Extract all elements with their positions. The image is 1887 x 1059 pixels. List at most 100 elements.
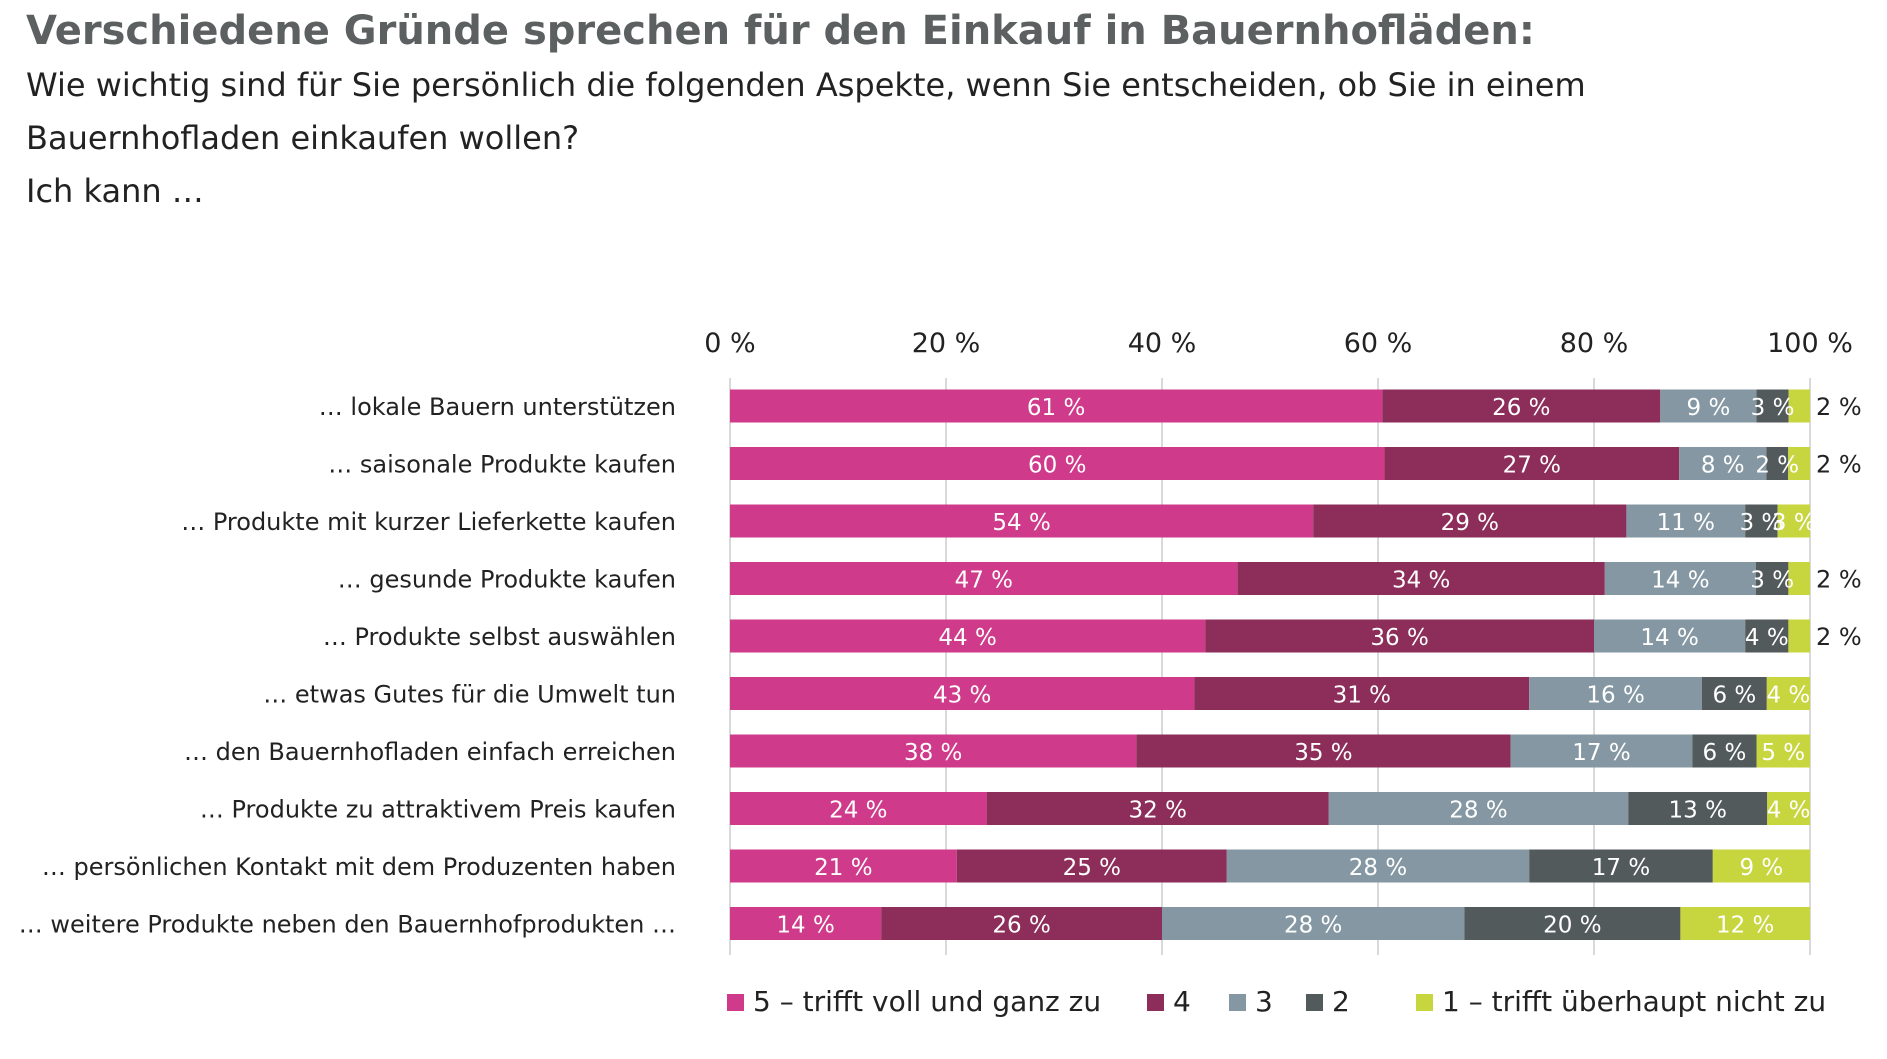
legend-label: 5 – trifft voll und ganz zu	[753, 985, 1101, 1018]
value-label: 6 %	[1712, 683, 1756, 709]
bar-segment	[1226, 849, 1530, 883]
value-label: 25 %	[1063, 855, 1121, 881]
bar-segment	[1680, 907, 1810, 940]
value-label: 14 %	[776, 913, 834, 939]
legend-label: 2	[1332, 985, 1350, 1018]
x-tick-label-40: 40 %	[1128, 328, 1197, 359]
value-label: 17 %	[1572, 740, 1630, 766]
bar-segment	[986, 792, 1329, 825]
bar-segment	[1384, 447, 1680, 480]
bar-segment	[1766, 447, 1789, 480]
chart-subtitle-line-2: Bauernhofladen einkaufen wollen?	[26, 119, 580, 157]
value-label: 2 %	[1755, 453, 1799, 479]
value-label: 2 %	[1816, 566, 1862, 594]
bar-segment	[1604, 562, 1756, 595]
value-label: 11 %	[1657, 510, 1715, 536]
value-label: 2 %	[1816, 393, 1862, 421]
value-label: 14 %	[1640, 625, 1698, 651]
bar-segment	[1788, 447, 1810, 480]
bar-segment	[1628, 792, 1768, 825]
chart-subtitle-line-1: Wie wichtig sind für Sie persönlich die …	[26, 66, 1586, 104]
value-label: 34 %	[1392, 568, 1450, 594]
value-label: 17 %	[1592, 855, 1650, 881]
value-label: 28 %	[1284, 913, 1342, 939]
bar-segment	[1529, 849, 1713, 883]
value-label: 47 %	[955, 568, 1013, 594]
category-label: … lokale Bauern unterstützen	[319, 393, 676, 421]
bar-segment	[1205, 619, 1594, 653]
value-label: 60 %	[1028, 453, 1086, 479]
bar-segment	[730, 504, 1314, 538]
value-label: 26 %	[1492, 395, 1550, 421]
value-label: 14 %	[1651, 568, 1709, 594]
bar-segment	[730, 907, 882, 940]
category-label: … etwas Gutes für die Umwelt tun	[263, 681, 676, 709]
value-label: 12 %	[1716, 913, 1774, 939]
category-label: … Produkte mit kurzer Lieferkette kaufen	[181, 508, 676, 536]
value-label: 20 %	[1543, 913, 1601, 939]
bar-segment	[1626, 504, 1746, 538]
legend-label: 3	[1255, 985, 1273, 1018]
bar-segment	[730, 734, 1137, 768]
value-label: 27 %	[1503, 453, 1561, 479]
value-label: 43 %	[933, 683, 991, 709]
legend-label: 4	[1173, 985, 1191, 1018]
category-label: … persönlichen Kontakt mit dem Produzent…	[42, 853, 676, 881]
bar-segment	[1692, 734, 1757, 768]
x-tick-label-80: 80 %	[1560, 328, 1629, 359]
bar-segment	[1756, 389, 1789, 423]
category-label: … Produkte zu attraktivem Preis kaufen	[200, 796, 676, 824]
value-label: 36 %	[1370, 625, 1428, 651]
value-label: 26 %	[992, 913, 1050, 939]
bar-segment	[1788, 619, 1810, 653]
value-label: 8 %	[1701, 453, 1745, 479]
x-tick-label-0: 0 %	[704, 328, 755, 359]
bar-segment	[1756, 562, 1789, 595]
value-label: 9 %	[1739, 855, 1783, 881]
value-label: 16 %	[1586, 683, 1644, 709]
category-label: … gesunde Produkte kaufen	[338, 566, 676, 594]
bar-segment	[730, 677, 1195, 710]
category-label: … weitere Produkte neben den Bauernhofpr…	[19, 911, 676, 939]
value-label: 29 %	[1441, 510, 1499, 536]
bar-segment	[730, 562, 1238, 595]
value-label: 28 %	[1349, 855, 1407, 881]
value-label: 24 %	[829, 798, 887, 824]
bar-segment	[1767, 792, 1810, 825]
x-tick-label-100: 100 %	[1767, 328, 1853, 359]
category-label: … den Bauernhofladen einfach erreichen	[184, 738, 676, 766]
value-label: 3 %	[1772, 510, 1816, 536]
bar-segment	[1510, 734, 1693, 768]
bar-segment	[1702, 677, 1767, 710]
value-label: 54 %	[992, 510, 1050, 536]
legend-swatch	[1147, 994, 1164, 1011]
bar-segment	[1745, 619, 1789, 653]
value-label: 38 %	[904, 740, 962, 766]
bar-segment	[730, 792, 987, 825]
bar-segment	[1162, 907, 1465, 940]
value-label: 44 %	[938, 625, 996, 651]
bar-segment	[1464, 907, 1681, 940]
value-label: 5 %	[1761, 740, 1805, 766]
value-label: 32 %	[1129, 798, 1187, 824]
bar-segment	[1766, 677, 1810, 710]
bar-segment	[956, 849, 1227, 883]
value-label: 3 %	[1751, 395, 1795, 421]
bar-segment	[1788, 562, 1810, 595]
bar-segment	[1194, 677, 1530, 710]
value-label: 21 %	[814, 855, 872, 881]
value-label: 13 %	[1669, 798, 1727, 824]
bar-segment	[1594, 619, 1746, 653]
value-label: 4 %	[1767, 798, 1811, 824]
bar-segment	[1529, 677, 1702, 710]
x-tick-label-20: 20 %	[912, 328, 981, 359]
bar-segment	[881, 907, 1162, 940]
x-tick-label-60: 60 %	[1344, 328, 1413, 359]
bar-segment	[1237, 562, 1605, 595]
bar-segment	[730, 447, 1385, 480]
bar-segment	[1777, 504, 1810, 538]
bar-segment	[1313, 504, 1627, 538]
chart-subtitle-line-3: Ich kann …	[26, 172, 204, 210]
bar-segment	[730, 619, 1206, 653]
legend-swatch	[727, 994, 744, 1011]
